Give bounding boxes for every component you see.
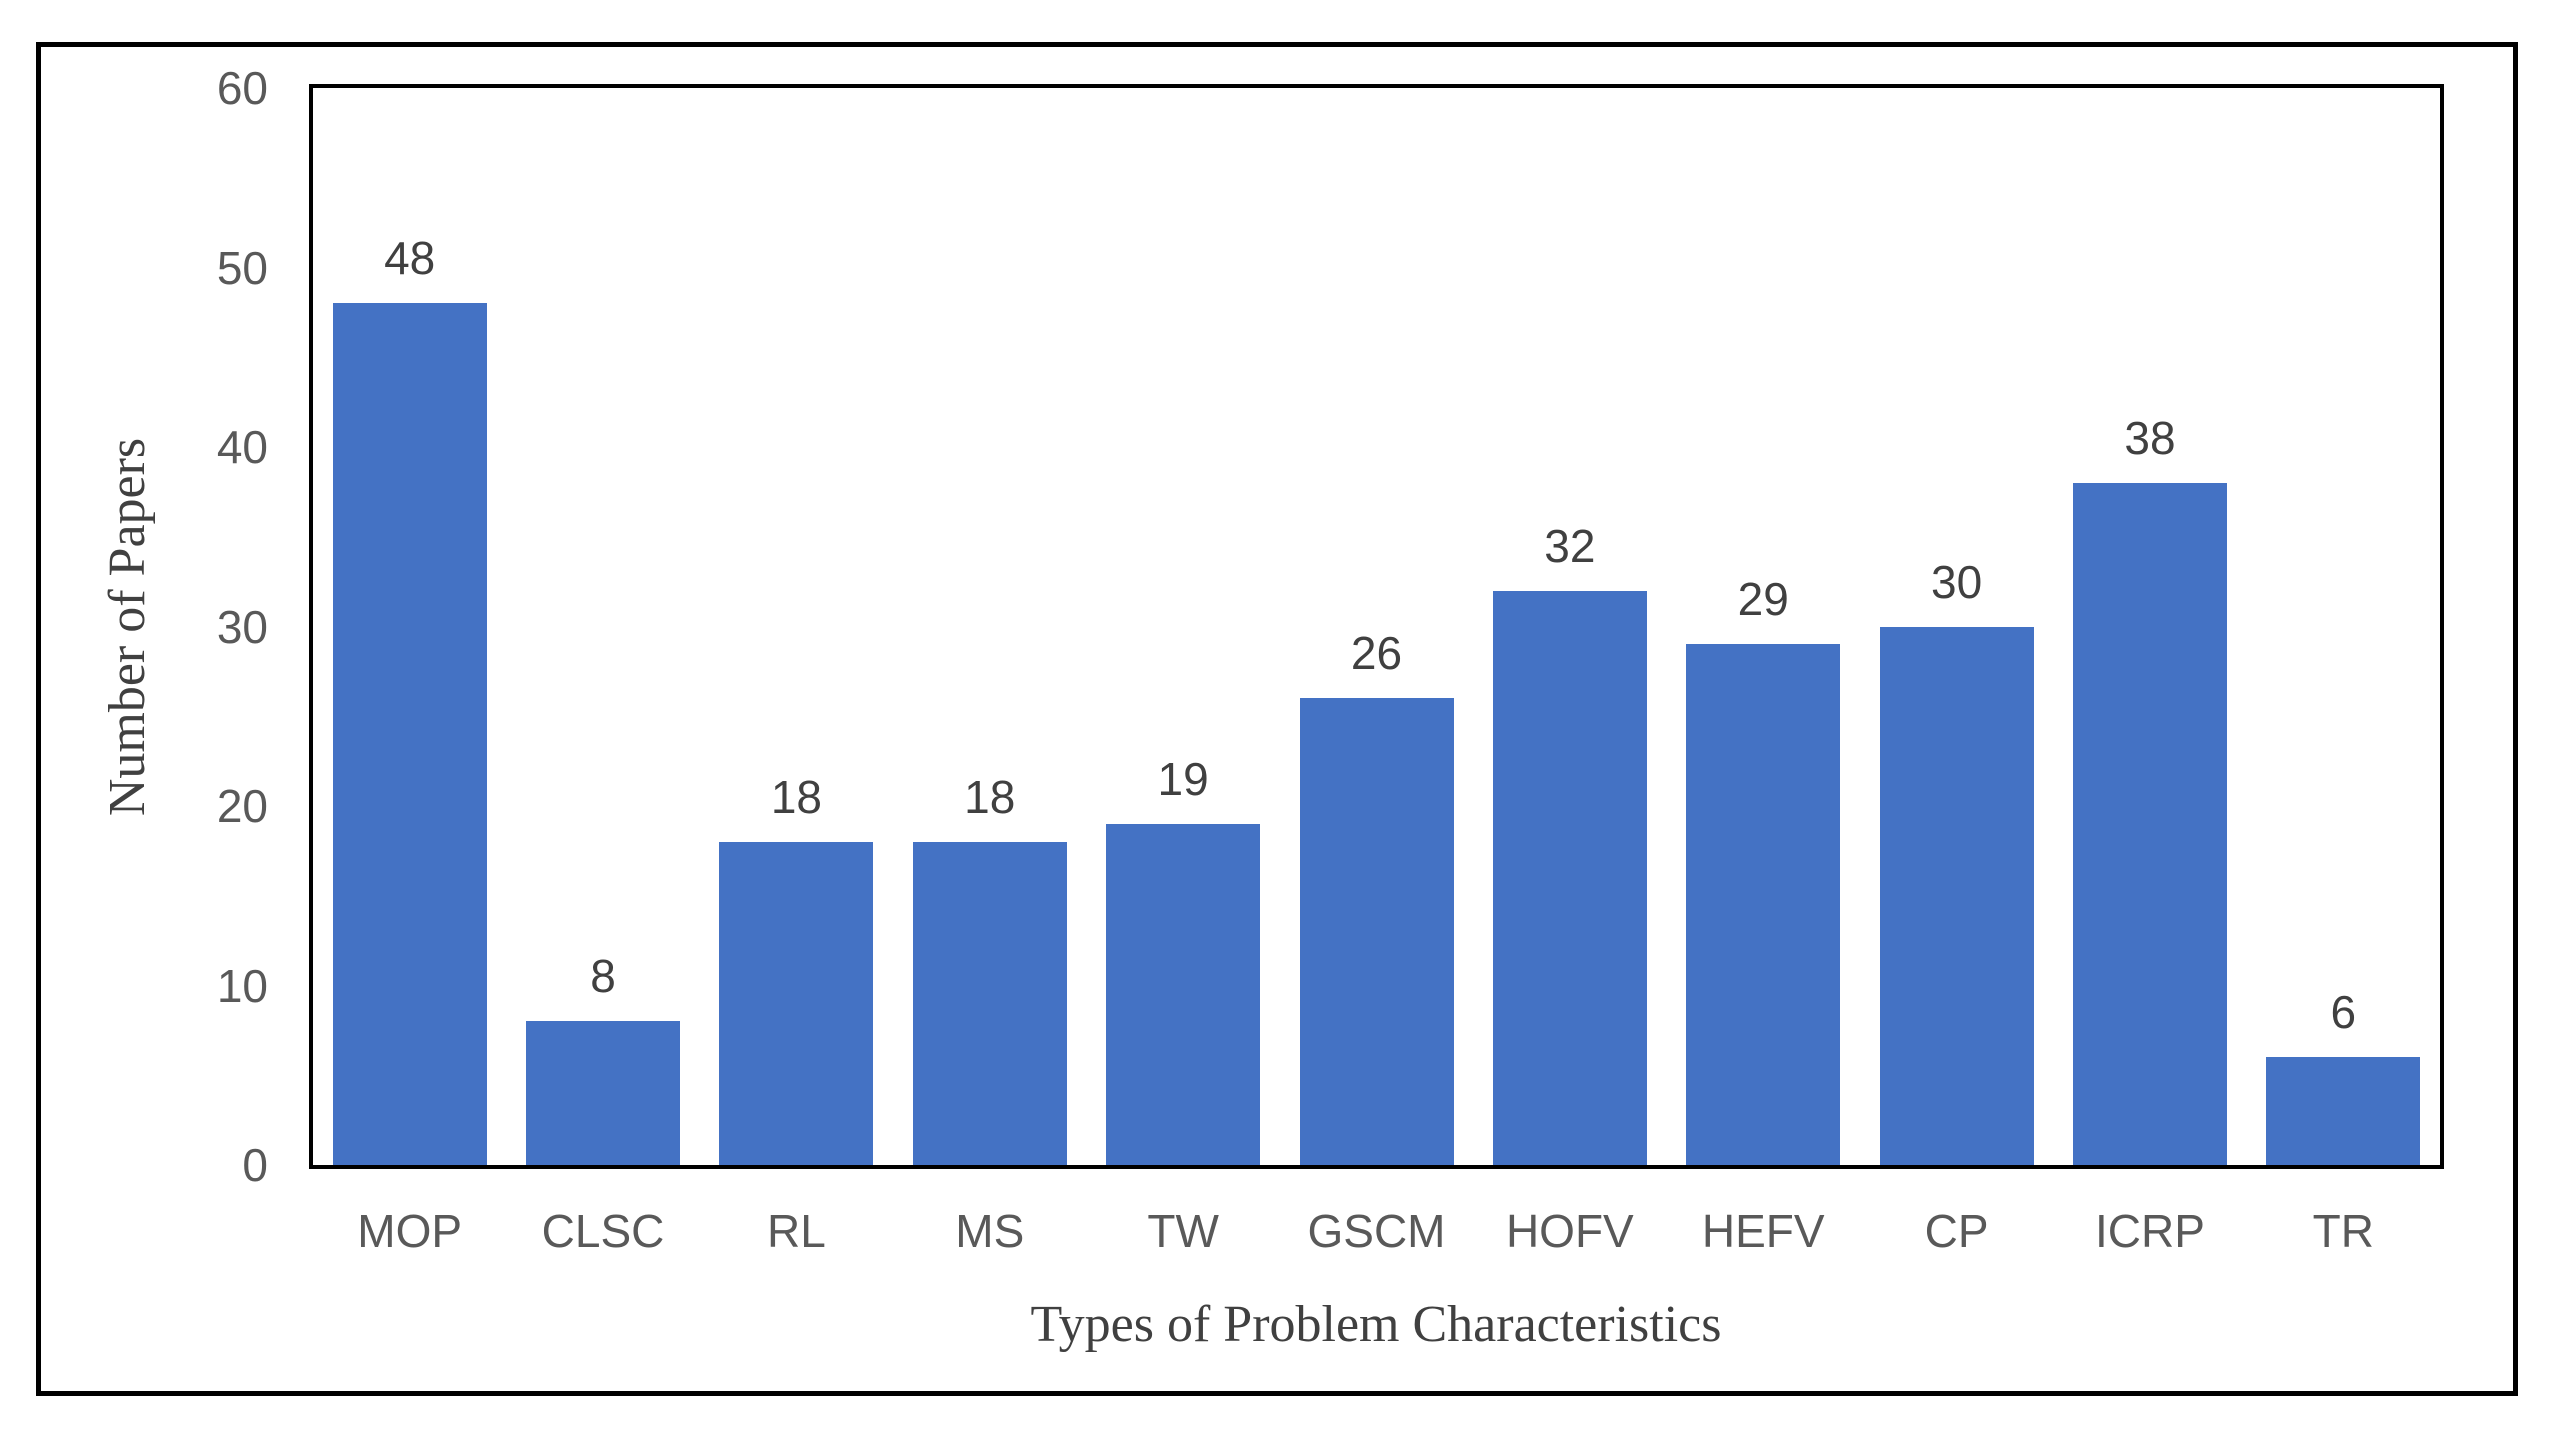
y-tick-label: 20 xyxy=(216,780,268,832)
bar xyxy=(719,841,874,1165)
bar xyxy=(2072,482,2227,1165)
bar xyxy=(526,1021,681,1165)
category-label: GSCM xyxy=(1307,1205,1446,1257)
category-label: TW xyxy=(1147,1205,1219,1257)
data-label: 29 xyxy=(1737,573,1789,626)
category-label: CLSC xyxy=(541,1205,665,1257)
category-label: HEFV xyxy=(1701,1205,1825,1257)
bar xyxy=(1492,590,1647,1165)
bar xyxy=(1879,626,2034,1165)
data-label: 8 xyxy=(590,950,616,1003)
y-tick-label: 10 xyxy=(216,959,268,1012)
data-label: 19 xyxy=(1157,752,1209,805)
y-tick-label: 50 xyxy=(216,241,268,294)
bar xyxy=(1686,644,1841,1165)
x-axis-title: Types of Problem Characteristics xyxy=(1030,1296,1722,1353)
category-label: TR xyxy=(2312,1205,2374,1257)
category-label: CP xyxy=(1924,1205,1989,1257)
data-label: 30 xyxy=(1931,555,1983,608)
category-label: ICRP xyxy=(2094,1205,2205,1257)
bar xyxy=(2266,1057,2421,1165)
y-tick-label: 40 xyxy=(216,421,268,473)
bar xyxy=(1106,823,1261,1165)
figure-border xyxy=(36,42,2518,1396)
bar xyxy=(332,303,487,1165)
category-label: MS xyxy=(955,1205,1025,1257)
category-label: RL xyxy=(766,1205,826,1257)
y-tick-label: 60 xyxy=(216,62,268,114)
data-label: 18 xyxy=(964,770,1016,823)
bar xyxy=(1299,698,1454,1165)
bar xyxy=(912,841,1067,1165)
data-label: 18 xyxy=(770,770,822,823)
data-label: 26 xyxy=(1350,627,1403,680)
data-label: 48 xyxy=(384,232,436,285)
category-label: MOP xyxy=(357,1205,463,1257)
data-label: 6 xyxy=(2330,986,2357,1039)
y-tick-label: 0 xyxy=(242,1139,268,1191)
category-label: HOFV xyxy=(1505,1205,1634,1257)
data-label: 32 xyxy=(1544,519,1596,572)
y-tick-label: 30 xyxy=(216,600,268,653)
data-label: 38 xyxy=(2124,411,2176,464)
